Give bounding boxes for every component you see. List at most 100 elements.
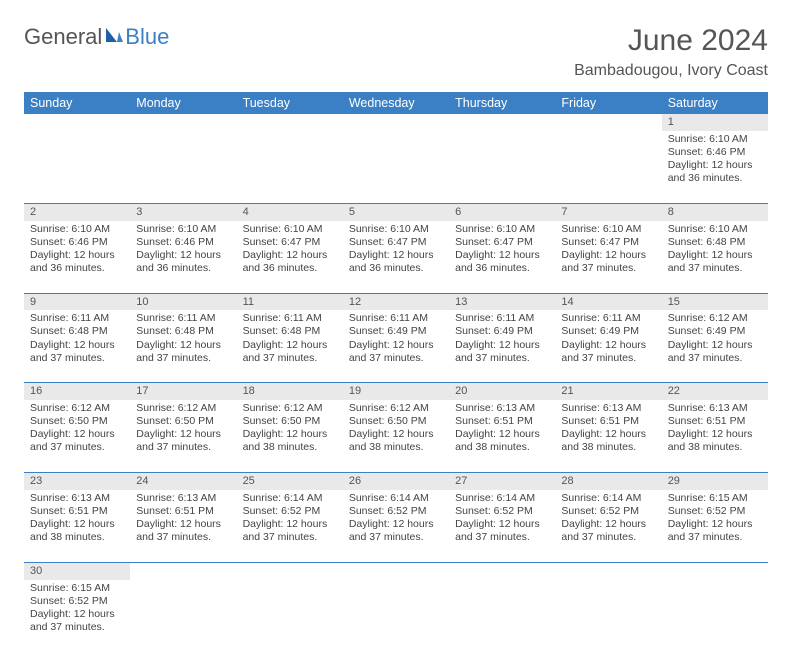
day-number-row: 16171819202122 [24, 383, 768, 400]
day-number-cell: 18 [237, 383, 343, 400]
day-content-row: Sunrise: 6:13 AMSunset: 6:51 PMDaylight:… [24, 490, 768, 563]
day-number-row: 23242526272829 [24, 473, 768, 490]
day-number-cell: 26 [343, 473, 449, 490]
day-number-cell: 25 [237, 473, 343, 490]
title-block: June 2024 Bambadougou, Ivory Coast [574, 24, 768, 80]
day-number-cell: 9 [24, 293, 130, 310]
day-details: Sunrise: 6:13 AMSunset: 6:51 PMDaylight:… [24, 490, 130, 549]
day-content-cell: Sunrise: 6:10 AMSunset: 6:47 PMDaylight:… [449, 221, 555, 294]
day-content-cell: Sunrise: 6:13 AMSunset: 6:51 PMDaylight:… [24, 490, 130, 563]
day-details: Sunrise: 6:11 AMSunset: 6:49 PMDaylight:… [343, 310, 449, 369]
day-details: Sunrise: 6:10 AMSunset: 6:47 PMDaylight:… [343, 221, 449, 280]
page-title: June 2024 [574, 24, 768, 58]
day-number-cell [662, 562, 768, 579]
day-number-cell: 21 [555, 383, 661, 400]
day-content-cell [24, 131, 130, 204]
day-details: Sunrise: 6:14 AMSunset: 6:52 PMDaylight:… [343, 490, 449, 549]
day-number-cell: 19 [343, 383, 449, 400]
day-number-cell: 27 [449, 473, 555, 490]
day-content-cell: Sunrise: 6:13 AMSunset: 6:51 PMDaylight:… [449, 400, 555, 473]
day-number-cell [555, 562, 661, 579]
day-content-row: Sunrise: 6:10 AMSunset: 6:46 PMDaylight:… [24, 131, 768, 204]
day-number-cell: 2 [24, 203, 130, 220]
day-content-cell [343, 131, 449, 204]
day-content-cell [237, 580, 343, 652]
day-number-cell: 10 [130, 293, 236, 310]
day-content-cell: Sunrise: 6:11 AMSunset: 6:48 PMDaylight:… [237, 310, 343, 383]
day-number-cell: 4 [237, 203, 343, 220]
day-number-cell [555, 114, 661, 131]
day-number-cell [449, 562, 555, 579]
day-details: Sunrise: 6:13 AMSunset: 6:51 PMDaylight:… [449, 400, 555, 459]
day-content-cell: Sunrise: 6:13 AMSunset: 6:51 PMDaylight:… [555, 400, 661, 473]
day-details: Sunrise: 6:11 AMSunset: 6:48 PMDaylight:… [24, 310, 130, 369]
day-content-cell: Sunrise: 6:11 AMSunset: 6:49 PMDaylight:… [449, 310, 555, 383]
day-number-cell: 22 [662, 383, 768, 400]
day-number-row: 9101112131415 [24, 293, 768, 310]
day-content-cell: Sunrise: 6:11 AMSunset: 6:49 PMDaylight:… [555, 310, 661, 383]
day-content-cell: Sunrise: 6:11 AMSunset: 6:48 PMDaylight:… [130, 310, 236, 383]
day-number-cell: 23 [24, 473, 130, 490]
day-content-cell [237, 131, 343, 204]
day-content-cell: Sunrise: 6:15 AMSunset: 6:52 PMDaylight:… [662, 490, 768, 563]
day-content-cell: Sunrise: 6:15 AMSunset: 6:52 PMDaylight:… [24, 580, 130, 652]
weekday-header: Friday [555, 92, 661, 114]
day-number-cell [343, 562, 449, 579]
day-details: Sunrise: 6:14 AMSunset: 6:52 PMDaylight:… [449, 490, 555, 549]
day-content-cell: Sunrise: 6:12 AMSunset: 6:50 PMDaylight:… [130, 400, 236, 473]
day-details: Sunrise: 6:13 AMSunset: 6:51 PMDaylight:… [130, 490, 236, 549]
day-number-cell: 20 [449, 383, 555, 400]
day-content-cell [449, 131, 555, 204]
day-content-cell: Sunrise: 6:12 AMSunset: 6:50 PMDaylight:… [24, 400, 130, 473]
day-content-row: Sunrise: 6:10 AMSunset: 6:46 PMDaylight:… [24, 221, 768, 294]
day-content-cell: Sunrise: 6:10 AMSunset: 6:48 PMDaylight:… [662, 221, 768, 294]
day-content-row: Sunrise: 6:15 AMSunset: 6:52 PMDaylight:… [24, 580, 768, 652]
day-content-row: Sunrise: 6:12 AMSunset: 6:50 PMDaylight:… [24, 400, 768, 473]
day-details: Sunrise: 6:10 AMSunset: 6:47 PMDaylight:… [449, 221, 555, 280]
day-details: Sunrise: 6:14 AMSunset: 6:52 PMDaylight:… [555, 490, 661, 549]
day-content-cell: Sunrise: 6:12 AMSunset: 6:49 PMDaylight:… [662, 310, 768, 383]
day-content-cell [555, 580, 661, 652]
day-content-cell: Sunrise: 6:10 AMSunset: 6:47 PMDaylight:… [555, 221, 661, 294]
day-number-cell [24, 114, 130, 131]
day-number-cell [130, 562, 236, 579]
day-content-cell: Sunrise: 6:10 AMSunset: 6:47 PMDaylight:… [237, 221, 343, 294]
day-details: Sunrise: 6:13 AMSunset: 6:51 PMDaylight:… [555, 400, 661, 459]
day-number-row: 30 [24, 562, 768, 579]
calendar-table: SundayMondayTuesdayWednesdayThursdayFrid… [24, 92, 768, 652]
day-number-cell: 8 [662, 203, 768, 220]
day-details: Sunrise: 6:12 AMSunset: 6:50 PMDaylight:… [130, 400, 236, 459]
day-content-cell: Sunrise: 6:14 AMSunset: 6:52 PMDaylight:… [555, 490, 661, 563]
day-details: Sunrise: 6:10 AMSunset: 6:47 PMDaylight:… [555, 221, 661, 280]
logo-text-general: General [24, 24, 102, 50]
logo-text-blue: Blue [125, 24, 169, 50]
weekday-header: Thursday [449, 92, 555, 114]
day-number-cell: 16 [24, 383, 130, 400]
day-number-cell [343, 114, 449, 131]
day-details: Sunrise: 6:10 AMSunset: 6:46 PMDaylight:… [130, 221, 236, 280]
day-details: Sunrise: 6:15 AMSunset: 6:52 PMDaylight:… [662, 490, 768, 549]
day-content-cell [662, 580, 768, 652]
day-content-cell: Sunrise: 6:11 AMSunset: 6:49 PMDaylight:… [343, 310, 449, 383]
day-details: Sunrise: 6:11 AMSunset: 6:48 PMDaylight:… [130, 310, 236, 369]
day-number-cell [130, 114, 236, 131]
weekday-header-row: SundayMondayTuesdayWednesdayThursdayFrid… [24, 92, 768, 114]
day-number-cell: 13 [449, 293, 555, 310]
day-content-cell: Sunrise: 6:10 AMSunset: 6:46 PMDaylight:… [130, 221, 236, 294]
day-number-cell: 24 [130, 473, 236, 490]
day-number-cell: 14 [555, 293, 661, 310]
day-details: Sunrise: 6:14 AMSunset: 6:52 PMDaylight:… [237, 490, 343, 549]
day-content-cell: Sunrise: 6:13 AMSunset: 6:51 PMDaylight:… [662, 400, 768, 473]
day-details: Sunrise: 6:10 AMSunset: 6:46 PMDaylight:… [662, 131, 768, 190]
day-details: Sunrise: 6:11 AMSunset: 6:49 PMDaylight:… [555, 310, 661, 369]
day-number-cell: 17 [130, 383, 236, 400]
page-subtitle: Bambadougou, Ivory Coast [574, 62, 768, 80]
day-number-cell [449, 114, 555, 131]
day-content-cell [449, 580, 555, 652]
day-number-cell [237, 114, 343, 131]
weekday-header: Saturday [662, 92, 768, 114]
day-number-cell [237, 562, 343, 579]
day-details: Sunrise: 6:10 AMSunset: 6:47 PMDaylight:… [237, 221, 343, 280]
logo: General Blue [24, 24, 169, 50]
day-number-cell: 28 [555, 473, 661, 490]
